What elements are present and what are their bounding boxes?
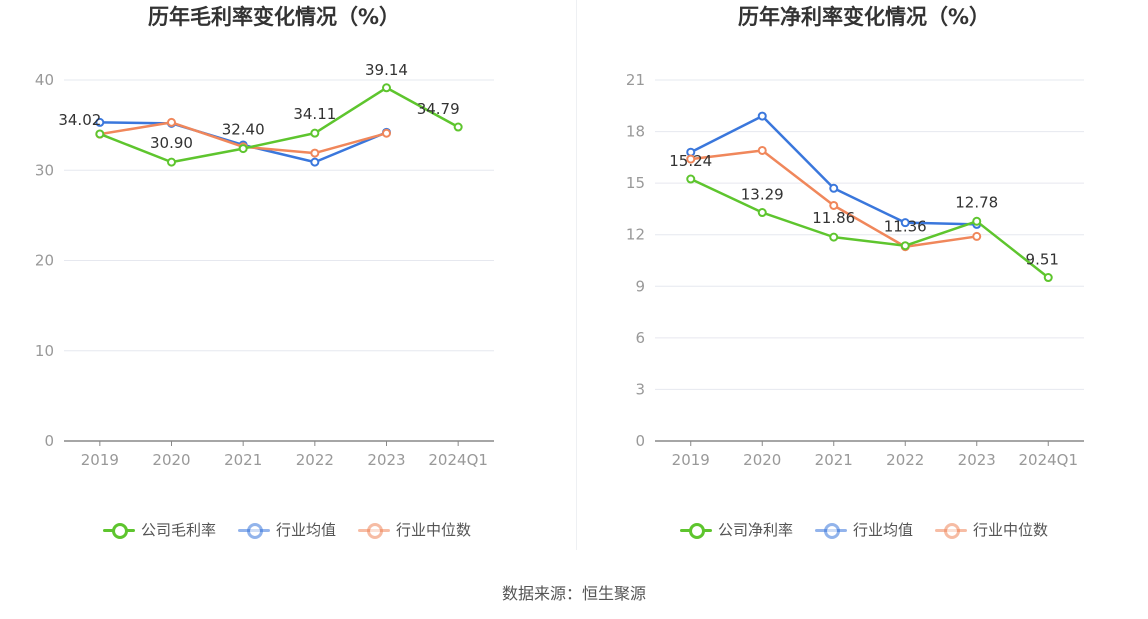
legend-marker-icon bbox=[358, 520, 390, 540]
gross-margin-plot: 历年毛利率变化情况（%） 0 10 20 30 40 2019 2020 2021 2022 202… bbox=[35, 5, 494, 469]
x-tick-label: 2023 bbox=[367, 451, 405, 469]
x-tick-label: 2024Q1 bbox=[1018, 451, 1078, 469]
y-tick-label: 0 bbox=[44, 432, 54, 450]
data-label: 34.11 bbox=[293, 105, 336, 123]
data-label: 11.36 bbox=[884, 218, 927, 236]
data-point bbox=[686, 154, 696, 164]
data-point bbox=[95, 117, 105, 127]
data-label: 34.02 bbox=[58, 111, 101, 129]
net-margin-plot: 历年净利率变化情况（%） 0 3 6 9 12 15 18 21 2019 2020 2021 2022… bbox=[626, 5, 1084, 469]
net-margin-chart: 历年净利率变化情况（%） 0 3 6 9 12 15 18 21 2019 2020 2021 2022… bbox=[577, 0, 1148, 560]
legend-item[interactable]: 公司净利率 bbox=[679, 519, 793, 540]
legend-label: 公司净利率 bbox=[717, 521, 793, 539]
y-tick-label: 18 bbox=[626, 123, 645, 141]
legend-marker-icon bbox=[679, 520, 712, 540]
x-tick-label: 2020 bbox=[743, 451, 781, 469]
data-point bbox=[900, 241, 910, 251]
panel-divider bbox=[576, 0, 577, 550]
data-label: 39.14 bbox=[365, 61, 408, 79]
series-line bbox=[99, 86, 459, 164]
y-tick-label: 9 bbox=[635, 277, 645, 295]
x-tick-label: 2019 bbox=[672, 451, 710, 469]
data-label: 30.90 bbox=[150, 134, 193, 152]
legend-label: 行业均值 bbox=[852, 521, 913, 539]
data-label: 13.29 bbox=[741, 186, 784, 204]
data-point bbox=[757, 111, 767, 121]
data-point bbox=[757, 145, 767, 155]
legend-marker-icon bbox=[102, 520, 135, 540]
gross-margin-chart: 历年毛利率变化情况（%） 0 10 20 30 40 2019 2020 2021 2022 202… bbox=[0, 0, 574, 560]
x-tick-label: 2021 bbox=[815, 451, 853, 469]
data-point bbox=[972, 216, 982, 226]
series-line bbox=[690, 177, 1050, 279]
data-label: 12.78 bbox=[955, 193, 998, 211]
data-point bbox=[686, 174, 696, 184]
y-tick-label: 40 bbox=[35, 71, 54, 89]
y-tick-label: 10 bbox=[35, 342, 54, 360]
data-source-note: 数据来源：恒生聚源 bbox=[501, 584, 646, 603]
gross-margin-legend: 公司毛利率 行业均值 行业中位数 bbox=[0, 519, 574, 540]
x-tick-label: 2024Q1 bbox=[428, 451, 488, 469]
data-label: 34.79 bbox=[417, 100, 460, 118]
legend-label: 行业中位数 bbox=[973, 521, 1049, 539]
data-point bbox=[167, 157, 176, 167]
y-tick-label: 15 bbox=[626, 174, 645, 192]
x-tick-label: 2023 bbox=[958, 451, 996, 469]
x-tick-label: 2020 bbox=[152, 451, 190, 469]
chart-title: 历年净利率变化情况（%） bbox=[738, 5, 990, 29]
legend-item[interactable]: 公司毛利率 bbox=[102, 519, 216, 540]
data-point bbox=[900, 218, 910, 228]
y-tick-label: 30 bbox=[35, 161, 54, 179]
chart-title: 历年毛利率变化情况（%） bbox=[148, 5, 400, 29]
data-point bbox=[238, 144, 248, 154]
data-label: 32.40 bbox=[222, 121, 265, 139]
data-point bbox=[167, 117, 176, 127]
data-point bbox=[310, 128, 320, 138]
data-point bbox=[310, 148, 320, 158]
legend-item[interactable]: 行业中位数 bbox=[358, 519, 471, 540]
data-label: 15.24 bbox=[669, 152, 712, 170]
data-point bbox=[453, 122, 463, 132]
x-tick-label: 2019 bbox=[81, 451, 119, 469]
data-point bbox=[757, 208, 767, 218]
data-label: 11.86 bbox=[812, 209, 855, 227]
legend-marker-icon bbox=[814, 520, 847, 540]
data-point bbox=[829, 200, 839, 210]
legend-item[interactable]: 行业中位数 bbox=[935, 519, 1048, 540]
data-point bbox=[1043, 273, 1053, 283]
y-tick-label: 6 bbox=[635, 329, 645, 347]
legend-label: 行业中位数 bbox=[396, 521, 472, 539]
legend-item[interactable]: 行业均值 bbox=[814, 519, 913, 540]
x-tick-label: 2021 bbox=[224, 451, 262, 469]
data-point bbox=[972, 231, 982, 241]
data-point bbox=[95, 129, 105, 139]
x-tick-label: 2022 bbox=[886, 451, 924, 469]
y-tick-label: 20 bbox=[35, 252, 54, 270]
y-tick-label: 0 bbox=[635, 432, 645, 450]
data-point bbox=[829, 183, 839, 193]
data-point bbox=[382, 128, 391, 138]
data-point bbox=[829, 232, 839, 242]
legend-marker-icon bbox=[237, 520, 270, 540]
data-label: 9.51 bbox=[1026, 251, 1059, 269]
legend-item[interactable]: 行业均值 bbox=[237, 519, 336, 540]
y-tick-label: 3 bbox=[635, 380, 645, 398]
y-tick-label: 12 bbox=[626, 226, 645, 244]
x-tick-label: 2022 bbox=[296, 451, 334, 469]
data-point bbox=[382, 83, 391, 93]
legend-label: 行业均值 bbox=[275, 521, 336, 539]
y-tick-label: 21 bbox=[626, 71, 645, 89]
data-point bbox=[310, 157, 320, 167]
legend-marker-icon bbox=[935, 520, 967, 540]
legend-label: 公司毛利率 bbox=[140, 521, 216, 539]
net-margin-legend: 公司净利率 行业均值 行业中位数 bbox=[577, 519, 1148, 540]
